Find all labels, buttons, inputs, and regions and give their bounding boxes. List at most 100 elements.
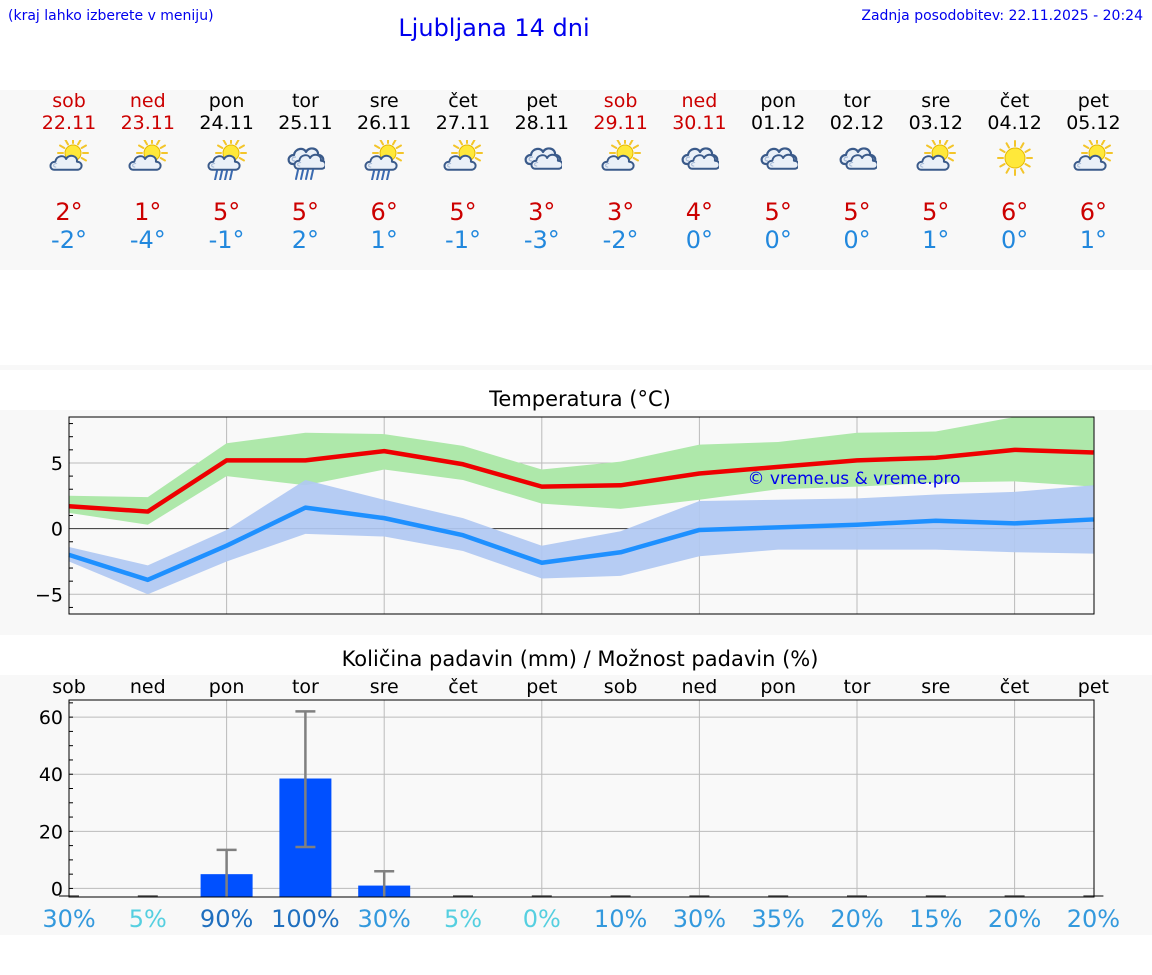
max-temperature: 5° <box>291 198 320 226</box>
section-divider <box>0 365 1152 370</box>
day-name: čet <box>448 90 478 112</box>
day-date: 30.11 <box>672 112 727 134</box>
day-name: sob <box>603 90 638 112</box>
precipitation-chance-label: 20% <box>1067 905 1120 933</box>
cloudy-icon <box>839 147 877 170</box>
precipitation-y-tick-label: 60 <box>39 707 63 729</box>
partly-cloudy-icon <box>1073 140 1114 171</box>
day-name: sre <box>921 90 951 112</box>
day-name: pon <box>208 90 245 112</box>
day-name: sob <box>52 90 86 112</box>
precipitation-y-tick-label: 0 <box>51 878 63 900</box>
precipitation-x-tick-label: sob <box>604 676 638 698</box>
temperature-plot-frame <box>68 416 1095 615</box>
precipitation-x-tick-label: ned <box>130 676 166 698</box>
precipitation-chance-label: 0% <box>523 905 561 933</box>
day-name: tor <box>291 90 319 112</box>
precipitation-y-tick-label: 20 <box>39 821 63 843</box>
day-date: 23.11 <box>120 112 175 134</box>
day-name: sre <box>369 90 399 112</box>
precipitation-chance-label: 20% <box>830 905 883 933</box>
day-date: 25.11 <box>278 112 333 134</box>
precipitation-chance-label: 90% <box>200 905 253 933</box>
min-temperature: 1° <box>1079 226 1108 254</box>
min-temperature: -1° <box>445 226 481 254</box>
day-name: ned <box>681 90 718 112</box>
location-menu-hint[interactable]: (kraj lahko izberete v meniju) <box>8 8 214 24</box>
precipitation-x-tick-label: ned <box>682 676 718 698</box>
day-date: 28.11 <box>514 112 569 134</box>
day-name: tor <box>843 90 871 112</box>
cloudy-icon <box>760 147 799 170</box>
cloudy-rain-icon <box>287 147 326 180</box>
day-date: 24.11 <box>199 112 254 134</box>
page-title: Ljubljana 14 dni <box>398 14 590 42</box>
precipitation-plot-area <box>69 700 1094 897</box>
precipitation-x-tick-label: tor <box>844 676 871 698</box>
min-temperature: -2° <box>51 226 87 254</box>
partly-cloudy-icon <box>443 140 483 171</box>
sunny-icon <box>996 140 1033 176</box>
min-temperature: 0° <box>685 226 714 254</box>
precipitation-chance-label: 30% <box>42 905 95 933</box>
day-date: 03.12 <box>908 112 963 134</box>
day-name: ned <box>129 90 166 112</box>
min-temperature: 0° <box>1000 226 1029 254</box>
precipitation-chance-label: 15% <box>909 905 962 933</box>
cloudy-icon <box>524 147 562 170</box>
partly-cloudy-icon <box>601 140 641 171</box>
precipitation-x-tick-label: pet <box>526 676 557 698</box>
min-temperature-line <box>68 505 1094 583</box>
min-temperature: 1° <box>370 226 398 254</box>
temperature-chart: −5 0 5 © vreme.us & vreme.pro <box>35 416 1095 615</box>
day-date: 05.12 <box>1066 112 1121 134</box>
max-temperature: 1° <box>134 198 162 226</box>
max-temperature: 5° <box>843 198 871 226</box>
day-date: 27.11 <box>435 112 491 134</box>
temperature-chart-title: Temperatura (°C) <box>489 387 671 411</box>
forecast-strip: sob 22.11 2° -2° ned 23.11 1° -4° pon 24.11 5° -1° t… <box>0 90 1152 270</box>
max-temperature: 5° <box>449 198 477 226</box>
min-temperature: -1° <box>208 226 245 254</box>
max-temperature: 5° <box>922 198 950 226</box>
partly-cloudy-rain-icon <box>364 140 405 180</box>
precipitation-chance-label: 10% <box>594 905 647 933</box>
max-temperature: 5° <box>764 198 792 226</box>
min-temperature: 1° <box>922 226 950 254</box>
precipitation-chance-label: 5% <box>129 905 167 933</box>
precipitation-chance-label: 100% <box>271 905 340 933</box>
partly-cloudy-icon <box>49 140 89 171</box>
precipitation-x-tick-label: tor <box>292 676 319 698</box>
partly-cloudy-icon <box>128 140 168 171</box>
day-name: pet <box>526 90 558 112</box>
day-name: pon <box>760 90 797 112</box>
precipitation-chance-label: 30% <box>358 905 411 933</box>
min-temperature: -3° <box>523 226 560 254</box>
min-temperature: 2° <box>291 226 320 254</box>
precipitation-chart-title: Količina padavin (mm) / Možnost padavin … <box>341 647 819 671</box>
max-temperature: 2° <box>55 198 83 226</box>
last-updated: Zadnja posodobitev: 22.11.2025 - 20:24 <box>861 8 1143 24</box>
partly-cloudy-icon <box>916 140 956 171</box>
precipitation-x-tick-label: pon <box>209 676 245 698</box>
precipitation-x-tick-label: čet <box>448 676 478 698</box>
precipitation-x-tick-label: sre <box>921 676 950 698</box>
temperature-y-tick-label: 0 <box>51 519 63 541</box>
precipitation-x-tick-label: pon <box>760 676 796 698</box>
max-temperature: 3° <box>528 198 556 226</box>
max-temperature-line <box>68 447 1094 514</box>
day-name: pet <box>1077 90 1109 112</box>
max-temperature-range-band <box>69 417 1094 525</box>
precipitation-x-tick-label: sob <box>52 676 86 698</box>
day-date: 22.11 <box>41 112 97 134</box>
max-temperature: 5° <box>212 198 241 226</box>
day-date: 04.12 <box>987 112 1042 134</box>
max-temperature: 3° <box>606 198 635 226</box>
precipitation-chance-label: 5% <box>444 905 482 933</box>
day-date: 29.11 <box>593 112 648 134</box>
partly-cloudy-rain-icon <box>207 140 247 180</box>
precipitation-chance-label: 30% <box>673 905 726 933</box>
max-temperature: 6° <box>370 198 398 226</box>
day-date: 26.11 <box>356 112 412 134</box>
precipitation-x-tick-label: čet <box>1000 676 1030 698</box>
